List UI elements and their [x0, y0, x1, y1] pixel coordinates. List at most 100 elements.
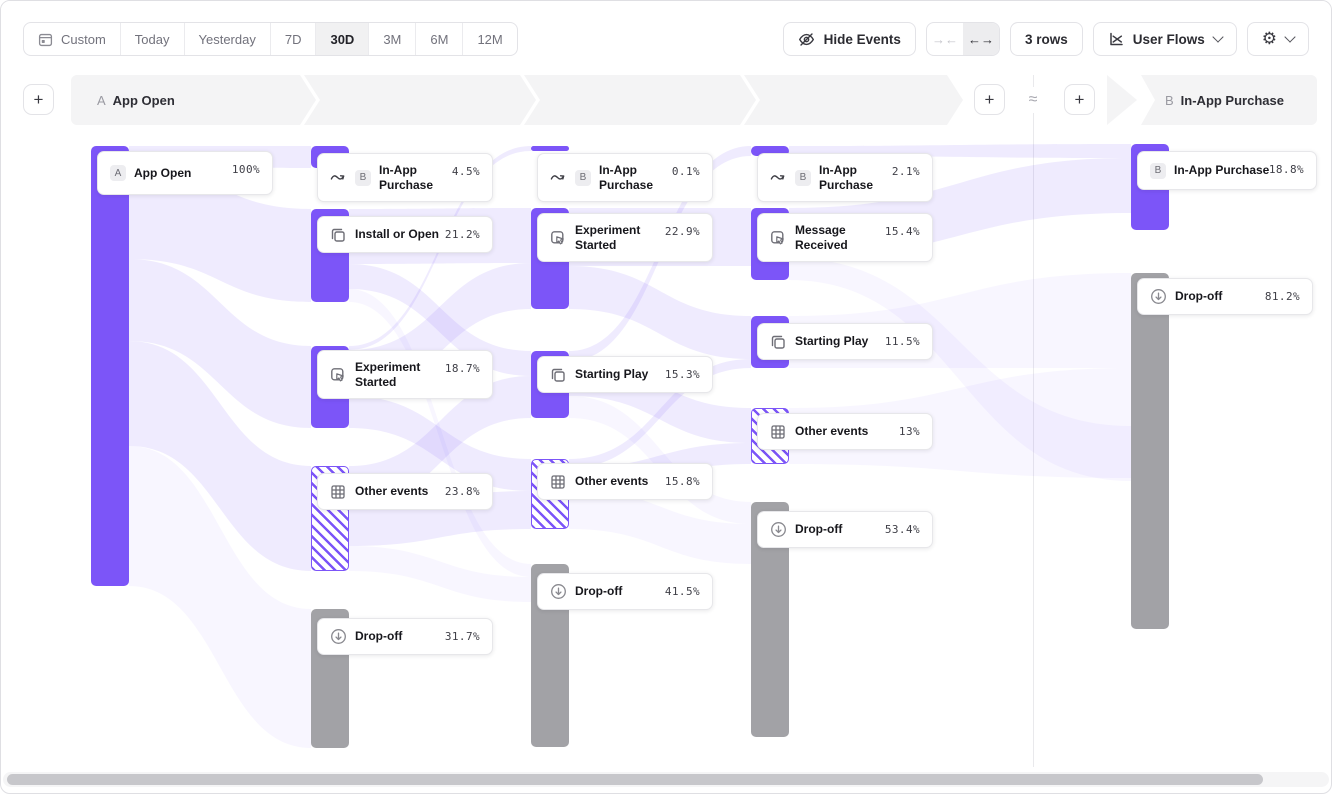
flow-ribbon: [569, 266, 751, 359]
step-label: App Open: [112, 92, 175, 108]
node-card-drop-off[interactable]: Drop-off 81.2%: [1137, 278, 1313, 315]
flow-ribbon: [129, 446, 311, 748]
node-percent: 15.4%: [884, 225, 920, 238]
calendar-icon: [38, 32, 53, 47]
node-percent: 100%: [231, 163, 260, 176]
node-card-install-or-open[interactable]: Install or Open 21.2%: [317, 216, 493, 253]
copy-icon: [550, 366, 567, 383]
node-card-in-app-purchase[interactable]: B In-App Purchase 4.5%: [317, 153, 493, 202]
view-selector-button[interactable]: User Flows: [1092, 22, 1237, 56]
node-percent: 2.1%: [891, 165, 920, 178]
node-label: Starting Play: [575, 367, 649, 381]
flow-ribbon: [129, 259, 311, 428]
add-step-middle-button[interactable]: +: [974, 84, 1005, 115]
node-card-experiment-started[interactable]: Experiment Started 22.9%: [537, 213, 713, 262]
toolbar: Custom Today Yesterday 7D 30D 3M 6M 12M Hide Ev…: [1, 1, 1331, 71]
node-card-app-open[interactable]: A App Open 100%: [97, 151, 273, 195]
node-percent: 22.9%: [664, 225, 700, 238]
chevron-down-icon: [1212, 31, 1224, 43]
node-card-other-events[interactable]: Other events 13%: [757, 413, 933, 450]
node-card-other-events[interactable]: Other events 23.8%: [317, 473, 493, 510]
node-label: Starting Play: [795, 334, 869, 348]
node-label: In-App Purchase: [819, 162, 874, 192]
node-percent: 81.2%: [1264, 290, 1300, 303]
node-card-in-app-purchase[interactable]: B In-App Purchase 2.1%: [757, 153, 933, 202]
node-bar-app-open[interactable]: [91, 146, 129, 586]
cursor-click-icon: [330, 366, 347, 383]
expand-columns-button[interactable]: ←→: [962, 23, 999, 55]
node-label: Drop-off: [575, 584, 623, 598]
node-card-in-app-purchase[interactable]: B In-App Purchase 0.1%: [537, 153, 713, 202]
step-banner-segment: [744, 75, 963, 125]
date-range-12m[interactable]: 12M: [463, 23, 516, 55]
node-card-starting-play[interactable]: Starting Play 15.3%: [537, 356, 713, 393]
flow-ribbon: [349, 546, 531, 602]
node-bar-in-app-purchase[interactable]: [531, 146, 569, 151]
node-label: Experiment Started: [355, 359, 421, 389]
collapse-columns-button[interactable]: →←: [927, 23, 963, 55]
node-card-drop-off[interactable]: Drop-off 53.4%: [757, 511, 933, 548]
hide-events-button[interactable]: Hide Events: [782, 22, 916, 56]
node-label: Message Received: [795, 222, 848, 252]
date-range-30d[interactable]: 30D: [316, 23, 370, 55]
date-range-label: 12M: [477, 31, 503, 47]
node-card-message-received[interactable]: Message Received 15.4%: [757, 213, 933, 262]
flow-ribbon: [349, 289, 531, 577]
settings-button[interactable]: ⚙: [1246, 22, 1309, 56]
node-bar-in-app-purchase[interactable]: [751, 146, 789, 156]
letter-badge-b: B: [795, 169, 811, 186]
flow-canvas: A App Open 100% B In-App Purchase 4.5% Install…: [1, 126, 1331, 771]
node-label: Other events: [795, 424, 869, 438]
step-letter: B: [1165, 92, 1174, 108]
collapse-icon: →←: [931, 31, 958, 47]
date-range-7d[interactable]: 7D: [271, 23, 317, 55]
date-range-yesterday[interactable]: Yesterday: [185, 23, 271, 55]
date-range-label: 7D: [284, 31, 302, 47]
date-range-custom[interactable]: Custom: [24, 23, 121, 55]
node-percent: 41.5%: [664, 585, 700, 598]
copy-icon: [330, 226, 347, 243]
flow-ribbon: [129, 341, 311, 571]
node-label: Drop-off: [355, 629, 403, 643]
node-percent: 21.2%: [444, 228, 480, 241]
section-divider: [1033, 75, 1034, 767]
horizontal-scrollbar[interactable]: [7, 774, 1263, 785]
add-step-right-button[interactable]: +: [1064, 84, 1095, 115]
step-header: + A App Open + ≈ + B In-App Purchase: [1, 75, 1331, 125]
node-card-drop-off[interactable]: Drop-off 31.7%: [317, 618, 493, 655]
node-card-in-app-purchase[interactable]: B In-App Purchase 18.8%: [1137, 151, 1317, 190]
squiggle-arrow-icon: [330, 169, 347, 186]
eye-off-icon: [798, 31, 815, 48]
grid-icon: [770, 423, 787, 440]
node-card-other-events[interactable]: Other events 15.8%: [537, 463, 713, 500]
dropoff-icon: [330, 628, 347, 645]
step-banner-b: B In-App Purchase: [1141, 75, 1317, 125]
date-range-3m[interactable]: 3M: [369, 23, 417, 55]
node-bar-drop-off[interactable]: [1131, 273, 1169, 629]
flow-ribbon: [789, 258, 1131, 481]
hide-events-label: Hide Events: [823, 31, 901, 47]
grid-icon: [550, 473, 567, 490]
toolbar-right-cluster: Hide Events →← ←→ 3 rows User Flows ⚙: [782, 22, 1309, 56]
node-label: Experiment Started: [575, 222, 641, 252]
flow-ribbon: [349, 264, 531, 376]
date-range-6m[interactable]: 6M: [416, 23, 464, 55]
date-range-today[interactable]: Today: [121, 23, 185, 55]
step-label: In-App Purchase: [1180, 92, 1284, 108]
node-label: Other events: [575, 474, 649, 488]
node-percent: 18.8%: [1268, 163, 1304, 176]
node-card-starting-play[interactable]: Starting Play 11.5%: [757, 323, 933, 360]
node-card-experiment-started[interactable]: Experiment Started 18.7%: [317, 350, 493, 399]
node-label: Install or Open: [355, 227, 440, 241]
expand-icon: ←→: [967, 31, 994, 47]
node-percent: 23.8%: [444, 485, 480, 498]
step-letter: A: [97, 92, 106, 108]
date-range-label: 30D: [330, 31, 355, 47]
date-range-group: Custom Today Yesterday 7D 30D 3M 6M 12M: [23, 22, 518, 56]
add-step-left-button[interactable]: +: [23, 84, 54, 115]
node-card-drop-off[interactable]: Drop-off 41.5%: [537, 573, 713, 610]
rows-button[interactable]: 3 rows: [1009, 22, 1083, 56]
user-flows-chart-icon: [1108, 31, 1124, 47]
step-banner-segment: [524, 75, 756, 125]
